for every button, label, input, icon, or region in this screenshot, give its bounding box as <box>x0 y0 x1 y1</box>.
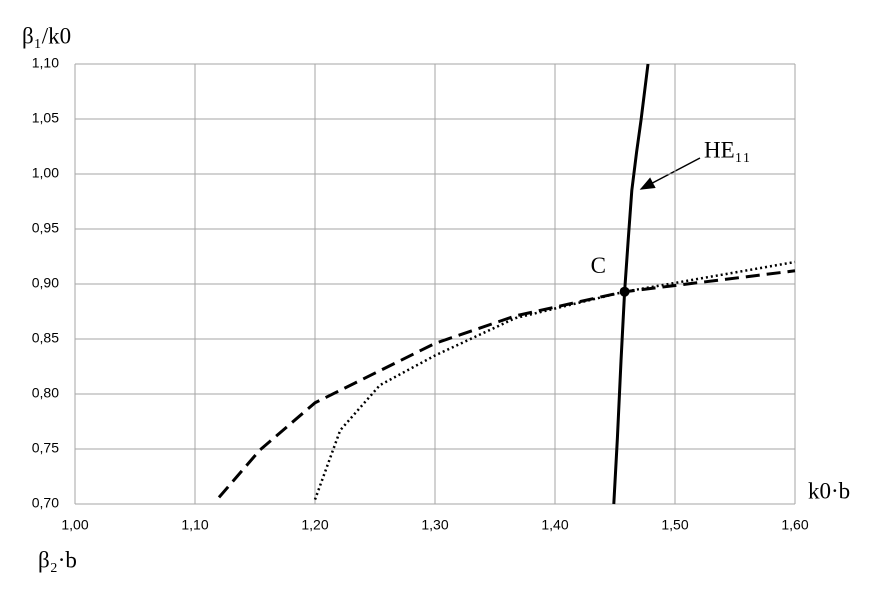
y-axis-label: β₁/k0 <box>22 23 71 48</box>
y-tick-label: 1,05 <box>32 110 59 126</box>
x-axis-label: k0·b <box>808 478 850 503</box>
y-tick-label: 0,75 <box>32 440 59 456</box>
y-tick-label: 1,10 <box>32 55 59 71</box>
annotation: HE₁₁ <box>704 137 751 162</box>
y-tick-label: 0,95 <box>32 220 59 236</box>
series-line <box>612 63 650 505</box>
point-marker <box>619 286 630 297</box>
y-tick-label: 0,90 <box>32 275 59 291</box>
x-axis-label-2: β₂·b <box>38 547 77 572</box>
y-tick-label: 0,85 <box>32 330 59 346</box>
x-tick-label: 1,20 <box>301 517 328 533</box>
point-label: C <box>591 253 606 278</box>
x-tick-label: 1,10 <box>181 517 208 533</box>
x-tick-label: 1,30 <box>421 517 448 533</box>
x-tick-label: 1,60 <box>781 517 808 533</box>
x-tick-label: 1,40 <box>541 517 568 533</box>
x-tick-label: 1,50 <box>661 517 688 533</box>
series-line <box>313 260 796 501</box>
y-tick-label: 0,80 <box>32 385 59 401</box>
y-tick-label: 1,00 <box>32 165 59 181</box>
y-tick-label: 0,70 <box>32 495 59 511</box>
series-line <box>217 269 796 499</box>
x-tick-label: 1,00 <box>61 517 88 533</box>
